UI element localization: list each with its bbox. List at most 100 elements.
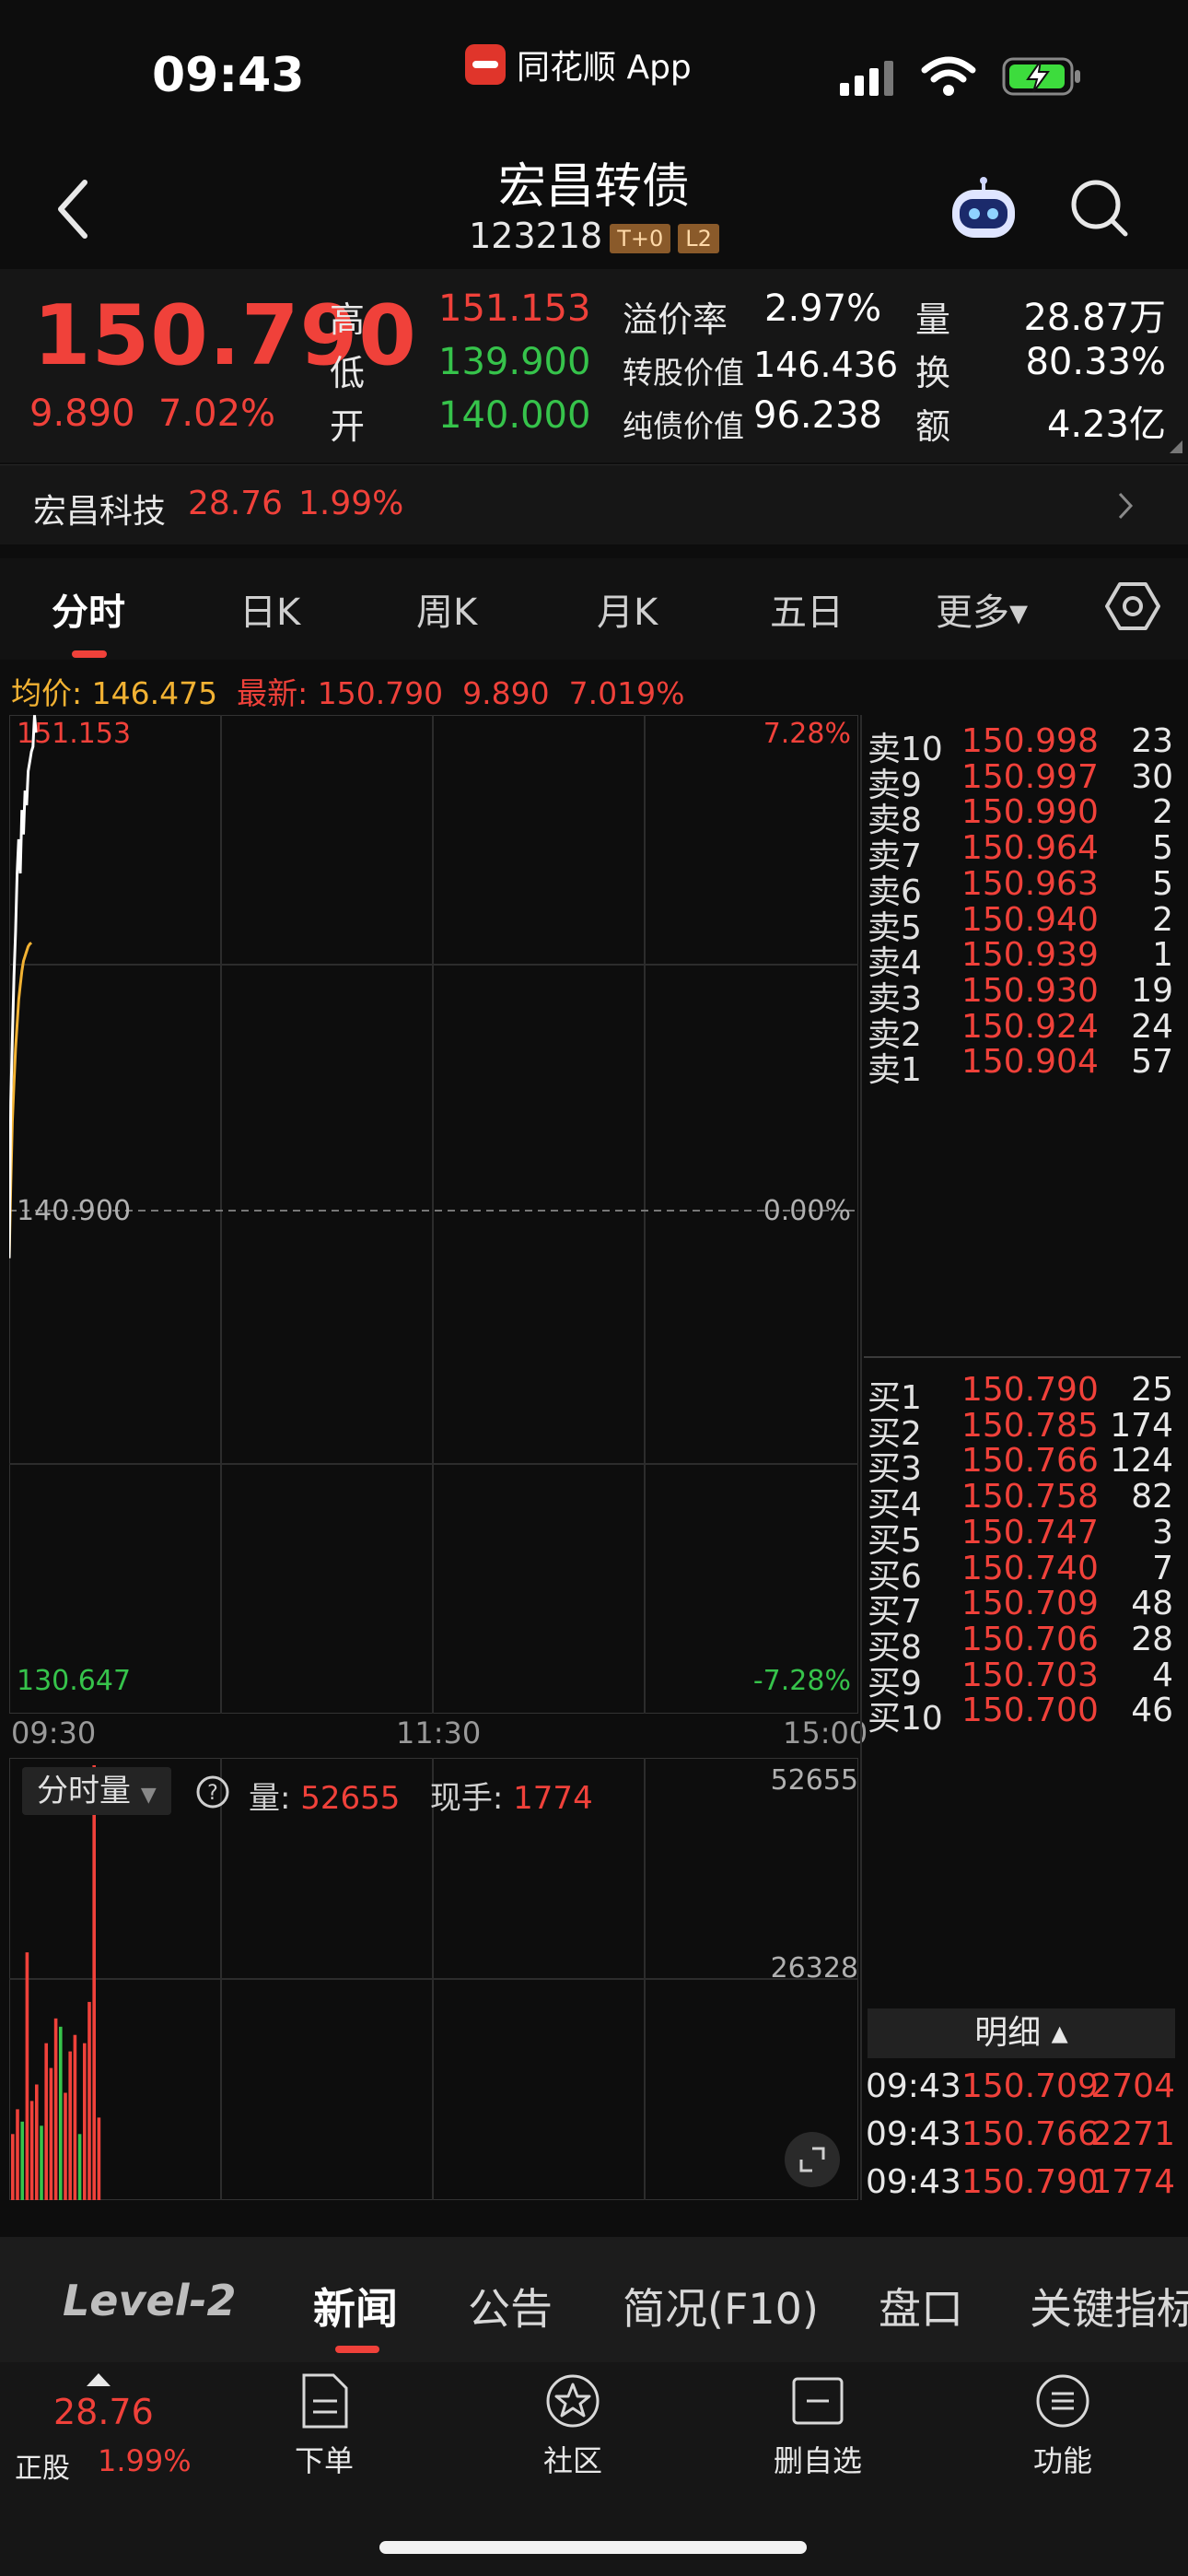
signal-icon [840,61,893,96]
bid-level-label: 买10 [868,1700,943,1739]
trade-qty: 2704 [1090,2067,1175,2105]
bid-row[interactable]: 买10 150.700 46 [866,1692,1177,1747]
tab-level2[interactable]: Level-2 [63,2276,237,2325]
ask-row[interactable]: 卖7 150.964 5 [866,829,1177,884]
ask-price: 150.904 [961,1043,1099,1082]
ask-row[interactable]: 卖5 150.940 2 [866,901,1177,956]
underlying-stock-row[interactable] [0,464,1188,544]
ask-qty: 23 [1131,722,1173,760]
ask-qty: 2 [1152,793,1173,832]
intraday-chart[interactable]: 151.153 140.900 130.647 7.28% 0.00% -7.2… [9,715,858,1714]
place-order-button[interactable]: 下单 [250,2371,398,2480]
amount-value: 4.23亿 [1046,404,1166,446]
current-hand-label: 现手: [429,1780,504,1817]
home-indicator[interactable] [379,2541,807,2554]
ask-qty: 19 [1131,971,1173,1010]
ask-row[interactable]: 卖9 150.997 30 [866,758,1177,814]
tab-order-book[interactable]: 盘口 [879,2284,963,2334]
volume-type-selector[interactable]: 分时量 ▼ [22,1767,171,1815]
bid-row[interactable]: 买5 150.747 3 [866,1514,1177,1569]
tab-announcements[interactable]: 公告 [468,2284,553,2334]
ask-row[interactable]: 卖1 150.904 57 [866,1043,1177,1098]
function-menu-label: 功能 [1032,2443,1092,2478]
bid-qty: 174 [1110,1406,1173,1445]
ask-level-label: 卖5 [868,908,922,947]
ask-row[interactable]: 卖2 150.924 24 [866,1008,1177,1063]
app-switch-label[interactable]: 同花顺 App [465,41,692,88]
ask-level-label: 卖8 [868,802,922,840]
ask-qty: 2 [1152,900,1173,939]
bid-price: 150.703 [961,1656,1099,1694]
bid-row[interactable]: 买8 150.706 28 [866,1621,1177,1676]
volume-bar [49,2067,53,2200]
tab-news[interactable]: 新闻 [313,2284,398,2334]
ask-row[interactable]: 卖6 150.963 5 [866,865,1177,920]
bond-code-row: 123218 T+0 L2 [0,216,1188,256]
volume-bar [40,2125,43,2200]
bid-row[interactable]: 买6 150.740 7 [866,1550,1177,1605]
volume-chart[interactable]: 52655 26328 [9,1758,858,2200]
place-order-label: 下单 [294,2443,354,2478]
ask-row[interactable]: 卖3 150.930 19 [866,972,1177,1027]
bid-level-label: 买9 [868,1664,922,1703]
ask-price: 150.997 [961,757,1099,796]
bid-row[interactable]: 买3 150.766 124 [866,1442,1177,1497]
ask-row[interactable]: 卖8 150.990 2 [866,793,1177,849]
remove-watchlist-button[interactable]: 删自选 [744,2371,891,2480]
tab-five-day[interactable]: 五日 [770,591,844,634]
low-label: 低 [330,353,366,393]
expand-corner-icon[interactable] [1170,440,1182,453]
tab-weekly-k[interactable]: 周K [416,591,478,634]
bid-row[interactable]: 买2 150.785 174 [866,1407,1177,1462]
search-icon[interactable] [1068,177,1129,241]
tab-key-metrics[interactable]: 关键指标 [1030,2284,1188,2334]
pct-top-label: 7.28% [763,718,851,750]
bid-level-label: 买3 [868,1450,922,1489]
tab-daily-k[interactable]: 日K [239,591,301,634]
bid-price: 150.709 [961,1585,1099,1623]
bid-row[interactable]: 买4 150.758 82 [866,1478,1177,1533]
tab-intraday[interactable]: 分时 [52,591,125,634]
tab-more[interactable]: 更多▾ [936,591,1029,634]
conv-value-label: 转股价值 [623,355,744,391]
ask-qty: 57 [1131,1043,1173,1082]
bond-code: 123218 [469,216,603,256]
ask-level-label: 卖9 [868,766,922,804]
underlying-stock-button[interactable]: 28.76 正股 1.99% [11,2371,195,2510]
bid-qty: 48 [1131,1585,1173,1623]
premium-label: 溢价率 [623,299,728,340]
community-button[interactable]: 社区 [499,2371,646,2480]
ask-level-label: 卖4 [868,944,922,983]
help-icon[interactable]: ? [195,1774,230,1809]
underlying-name: 宏昌科技 [33,493,167,531]
bid-row[interactable]: 买9 150.703 4 [866,1657,1177,1712]
tab-monthly-k[interactable]: 月K [597,591,658,634]
bid-qty: 46 [1131,1692,1173,1730]
bid-qty: 28 [1131,1620,1173,1658]
chart-settings-icon[interactable] [1105,580,1160,632]
back-button[interactable] [53,177,90,241]
bid-level-label: 买1 [868,1379,922,1417]
robot-assistant-icon[interactable] [947,177,1020,243]
tab-profile-f10[interactable]: 简况(F10) [623,2284,819,2334]
period-tab-bar [0,558,1188,660]
bid-row[interactable]: 买1 150.790 25 [866,1371,1177,1426]
function-menu-button[interactable]: 功能 [989,2371,1136,2480]
order-doc-icon [302,2373,348,2429]
bid-row[interactable]: 买7 150.709 48 [866,1585,1177,1640]
battery-charging-icon [1002,57,1080,96]
ask-level-label: 卖10 [868,731,943,768]
ask-row[interactable]: 卖10 150.998 23 [866,722,1177,778]
remove-watchlist-label: 删自选 [773,2443,862,2478]
ask-row[interactable]: 卖4 150.939 1 [866,936,1177,991]
ask-price: 150.963 [961,864,1099,903]
volume-type-label: 分时量 [37,1773,131,1809]
fullscreen-button[interactable] [785,2132,840,2187]
chevron-right-icon [1118,492,1134,520]
trade-detail-toggle[interactable]: 明细 ▴ [868,2008,1175,2058]
dropdown-caret-icon: ▼ [140,1784,157,1807]
volume-max-label: 52655 [771,1764,858,1797]
volume-bar [92,1765,96,2200]
bid-level-label: 买2 [868,1414,922,1453]
avg-price: 146.475 [91,675,218,711]
